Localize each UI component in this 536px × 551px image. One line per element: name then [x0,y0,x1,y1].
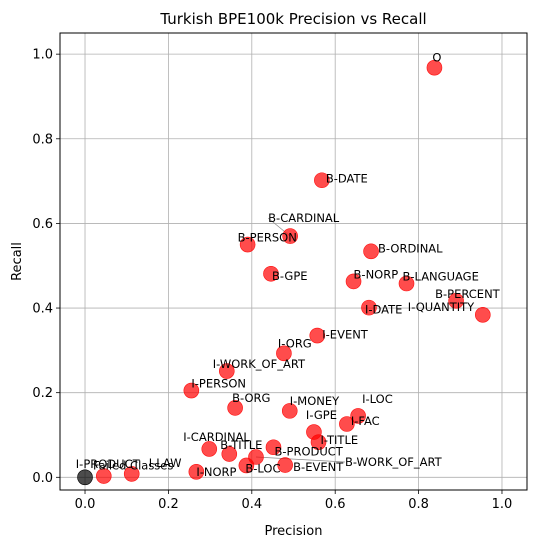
x-axis-label: Precision [264,524,322,539]
x-tick-label: 1.0 [492,497,513,512]
data-point [350,408,366,424]
point-label: I-CARDINAL [183,430,250,444]
data-point [123,466,140,482]
data-point [276,345,292,362]
data-point [221,446,238,462]
data-point [188,464,205,480]
point-label: O [432,51,441,65]
data-point [265,439,282,456]
y-tick-label: 0.4 [32,302,53,317]
point-label: B-TITLE [220,438,262,452]
data-point [363,243,379,260]
data-point [282,228,298,244]
point-label: B-DATE [326,171,368,185]
x-tick-label: 0.4 [241,497,262,512]
point-labels: O B-DATE B-CARDINAL B-PERSON B-ORDINAL B-GPE B… [76,51,501,479]
point-label: B-PERCENT [435,287,501,301]
point-label: B-LANGUAGE [402,270,478,284]
point-label: I-WORK_OF_ART [213,357,306,371]
point-label: I-MONEY [290,394,340,408]
failed-point [77,469,93,486]
point-label: B-EVENT [293,460,344,474]
data-point [475,307,491,323]
point-label: B-NORP [354,267,399,281]
y-tick-label: 0.6 [32,217,53,232]
point-label: I-ORG [278,336,312,350]
point-label: B-PRODUCT [274,444,343,458]
x-tick-label: 0.8 [408,497,429,512]
point-label: I-LAW [149,456,182,470]
data-point [314,172,330,189]
point-label: B-CARDINAL [268,211,340,225]
point-label: I-TITLE [321,433,359,447]
data-point [361,299,377,316]
point-label: I-NORP [196,465,236,479]
data-points [77,59,491,486]
y-axis-label: Recall [10,242,25,281]
point-label: B-LOC [245,461,280,475]
y-tick-label: 0.0 [32,471,53,486]
axis-ticks: 0.0 0.2 0.4 0.6 0.8 1.0 0.0 0.2 0.4 0.6 0.8 1.0 [32,48,512,512]
data-point [183,382,200,399]
data-point [345,273,362,290]
data-point [201,441,218,457]
point-label: I-PERSON [191,377,246,391]
data-point [238,457,255,474]
point-label: I-GPE [306,408,337,422]
point-label: I-EVENT [322,328,369,342]
data-point [277,457,293,473]
point-label: I-FAC [351,414,380,428]
data-point [281,403,298,419]
point-label: B-ORG [232,391,270,405]
data-point [339,416,355,432]
point-label: B-GPE [272,269,308,283]
point-label: I-PRODUCT [76,457,141,471]
point-label: B-ORDINAL [378,241,443,255]
data-point [227,400,243,416]
annotation-line [255,456,345,463]
point-label: I-LOC [362,392,393,406]
grid-lines [60,33,527,490]
data-point [310,434,327,450]
data-point [448,293,464,309]
data-point [426,59,443,76]
x-tick-label: 0.0 [75,497,96,512]
point-label: I-DATE [365,303,402,317]
data-point [95,468,112,484]
x-tick-label: 0.2 [158,497,179,512]
y-tick-label: 1.0 [32,48,53,63]
x-tick-label: 0.6 [325,497,346,512]
data-point [239,236,256,253]
data-point [263,265,279,282]
data-point [309,327,326,344]
plot-frame [59,32,528,491]
y-tick-label: 0.8 [32,132,53,147]
point-label: B-PERSON [238,231,297,245]
data-point [398,275,415,292]
failed-point-label: Failed Classes [93,458,173,472]
y-tick-label: 0.2 [32,386,53,401]
point-label: B-WORK_OF_ART [345,455,443,469]
data-point [218,363,235,379]
point-label: I-QUANTITY [408,300,475,314]
chart-title: Turkish BPE100k Precision vs Recall [159,10,426,28]
